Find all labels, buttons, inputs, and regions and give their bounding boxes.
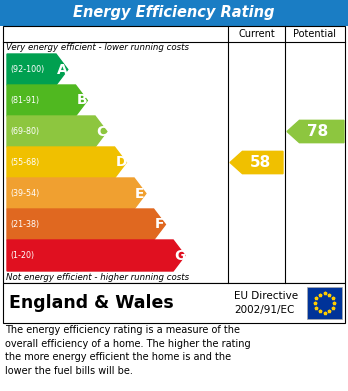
Text: C: C [96, 124, 106, 138]
Polygon shape [7, 209, 165, 240]
Text: Not energy efficient - higher running costs: Not energy efficient - higher running co… [6, 273, 189, 282]
Text: F: F [155, 217, 164, 231]
Text: (81-91): (81-91) [10, 96, 39, 105]
Polygon shape [7, 240, 185, 271]
Text: Potential: Potential [293, 29, 337, 39]
Text: Energy Efficiency Rating: Energy Efficiency Rating [73, 5, 275, 20]
Bar [0, 0, 348, 26]
Polygon shape [7, 147, 126, 178]
Text: A: A [57, 63, 68, 77]
Text: England & Wales: England & Wales [9, 294, 174, 312]
Text: (39-54): (39-54) [10, 189, 39, 198]
Text: E: E [135, 187, 145, 201]
Text: Current: Current [238, 29, 275, 39]
Bar [307, 287, 342, 319]
Text: EU Directive
2002/91/EC: EU Directive 2002/91/EC [234, 291, 298, 315]
Polygon shape [230, 151, 283, 174]
Polygon shape [7, 85, 87, 116]
Text: The energy efficiency rating is a measure of the
overall efficiency of a home. T: The energy efficiency rating is a measur… [5, 325, 251, 376]
Text: 78: 78 [307, 124, 328, 139]
Text: B: B [77, 93, 87, 108]
Polygon shape [287, 120, 344, 143]
Text: (1-20): (1-20) [10, 251, 34, 260]
Polygon shape [7, 54, 68, 85]
Text: 58: 58 [250, 155, 271, 170]
Polygon shape [7, 178, 146, 209]
Polygon shape [7, 116, 107, 147]
Text: (21-38): (21-38) [10, 220, 39, 229]
Text: D: D [116, 156, 127, 170]
Text: (55-68): (55-68) [10, 158, 39, 167]
Bar [3, 26, 345, 283]
Text: (69-80): (69-80) [10, 127, 39, 136]
Bar [3, 283, 345, 323]
Text: Very energy efficient - lower running costs: Very energy efficient - lower running co… [6, 43, 189, 52]
Text: G: G [174, 249, 185, 262]
Text: (92-100): (92-100) [10, 65, 44, 74]
